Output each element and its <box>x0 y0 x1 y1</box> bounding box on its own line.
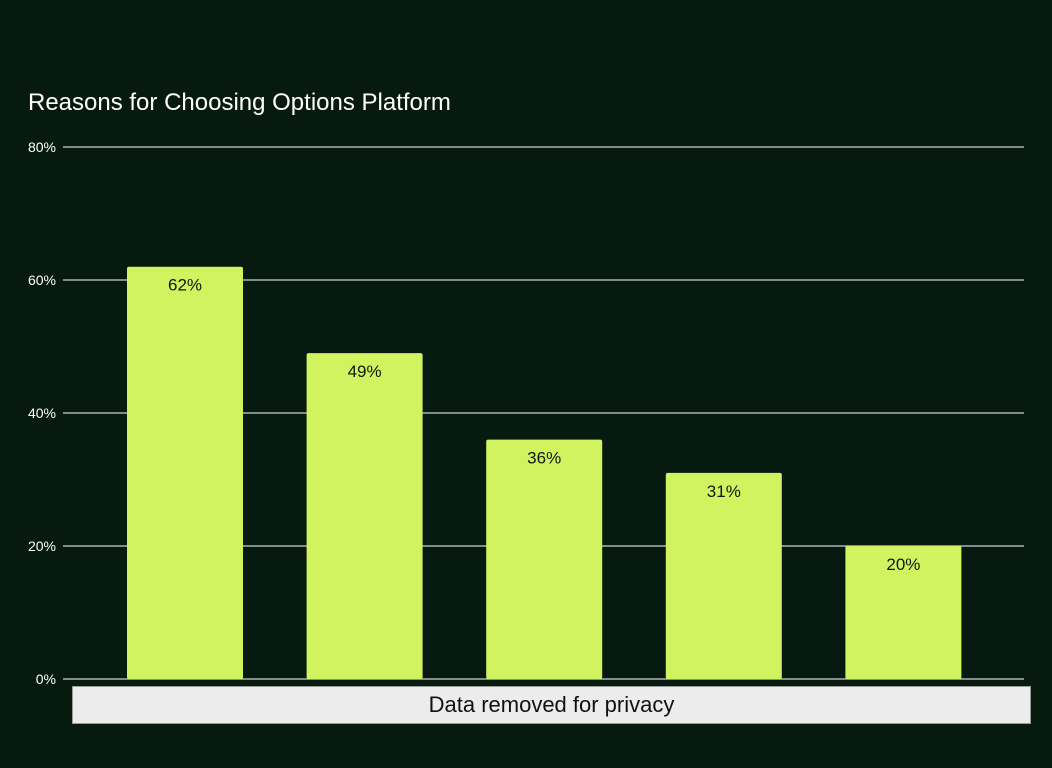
y-tick-label: 20% <box>28 538 56 554</box>
bar-value-label: 62% <box>168 276 202 295</box>
bar-5 <box>845 546 962 679</box>
bar-4 <box>665 472 782 679</box>
bar-3 <box>486 439 603 679</box>
y-tick-label: 0% <box>36 671 56 687</box>
y-axis-ticks: 0% 20% 40% 60% 80% <box>28 139 56 687</box>
bar-2 <box>306 353 423 679</box>
bar-value-label: 49% <box>348 362 382 381</box>
privacy-notice: Data removed for privacy <box>72 686 1031 724</box>
chart-title: Reasons for Choosing Options Platform <box>28 89 451 116</box>
y-tick-label: 80% <box>28 139 56 155</box>
bars <box>127 266 962 679</box>
y-tick-label: 40% <box>28 405 56 421</box>
data-labels: 62% 49% 36% 31% 20% <box>168 276 920 574</box>
bar-value-label: 20% <box>886 555 920 574</box>
bar-value-label: 31% <box>707 482 741 501</box>
bar-1 <box>127 266 243 679</box>
y-tick-label: 60% <box>28 272 56 288</box>
bar-value-label: 36% <box>527 449 561 468</box>
